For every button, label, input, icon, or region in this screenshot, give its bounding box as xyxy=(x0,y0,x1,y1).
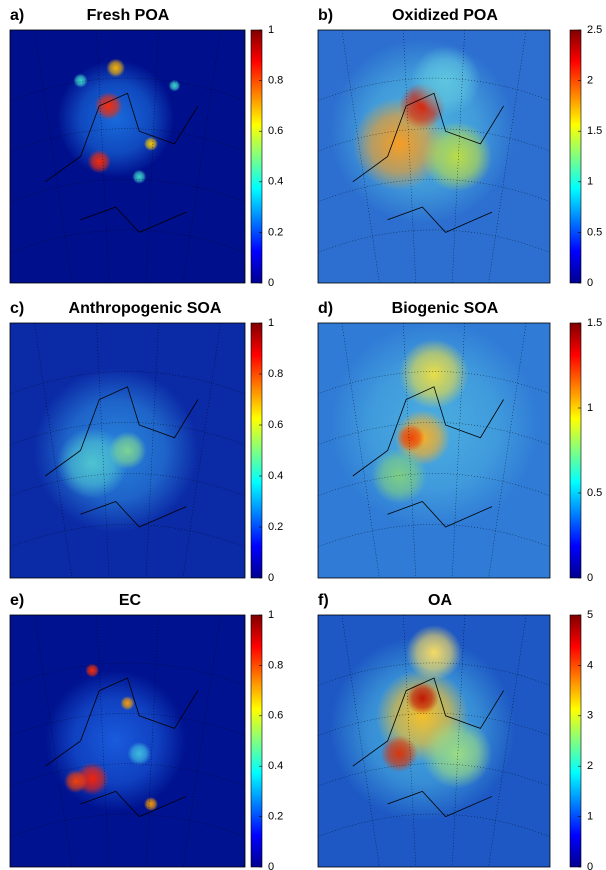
map xyxy=(318,321,550,578)
colorbar-tick-label: 4 xyxy=(587,659,593,671)
colorbar-tick-label: 0.8 xyxy=(268,659,283,671)
concentration-field xyxy=(411,46,481,116)
panel-title: OA xyxy=(428,592,452,609)
concentration-field xyxy=(422,719,492,789)
panel-label: f) xyxy=(318,592,329,609)
colorbar-tick-label: 2.5 xyxy=(587,24,602,36)
colorbar-tick-label: 0.4 xyxy=(268,176,283,188)
concentration-field xyxy=(381,735,418,772)
panel-title: Fresh POA xyxy=(87,7,170,24)
concentration-field xyxy=(128,742,152,766)
colorbar xyxy=(570,615,581,867)
panel-label: a) xyxy=(10,7,24,24)
concentration-field xyxy=(397,424,425,452)
concentration-field xyxy=(406,682,438,714)
colorbar-tick-label: 0.5 xyxy=(587,226,602,238)
panel-title: Oxidized POA xyxy=(392,7,498,24)
map xyxy=(318,30,550,283)
concentration-field xyxy=(106,59,125,78)
concentration-field xyxy=(406,625,462,681)
colorbar-tick-label: 1 xyxy=(587,402,593,414)
colorbar-tick-label: 0.2 xyxy=(268,226,283,238)
concentration-field xyxy=(85,663,99,677)
figure: a) Fresh POA 0 0.2 0.4 0.6 0.8 1 b) Oxidized POA 0… xyxy=(0,0,606,870)
concentration-field xyxy=(120,696,134,710)
concentration-field xyxy=(144,137,158,151)
colorbar-tick-label: 0.6 xyxy=(268,710,283,722)
panel-label: c) xyxy=(10,300,24,317)
colorbar-tick-label: 1.5 xyxy=(587,125,602,137)
panel-title: Anthropogenic SOA xyxy=(69,300,222,317)
colorbar-tick-label: 0.4 xyxy=(268,470,283,482)
panel-title: Biogenic SOA xyxy=(392,300,499,317)
colorbar xyxy=(251,30,262,283)
map xyxy=(10,323,245,578)
concentration-field xyxy=(45,671,186,812)
colorbar-tick-label: 1 xyxy=(268,24,274,36)
colorbar-tick-label: 0 xyxy=(268,861,274,870)
colorbar-tick-label: 2 xyxy=(587,760,593,772)
colorbar xyxy=(251,615,262,867)
concentration-field xyxy=(109,432,147,470)
concentration-field xyxy=(144,797,158,811)
panel-label: d) xyxy=(318,300,333,317)
colorbar-tick-label: 0 xyxy=(268,277,274,289)
colorbar-tick-label: 0 xyxy=(587,861,593,870)
colorbar-tick-label: 1 xyxy=(268,317,274,329)
colorbar-tick-label: 0 xyxy=(587,572,593,584)
colorbar-tick-label: 0.5 xyxy=(587,487,602,499)
colorbar-tick-label: 0.4 xyxy=(268,760,283,772)
map xyxy=(318,615,550,867)
colorbar xyxy=(251,323,262,578)
concentration-field xyxy=(422,122,492,192)
concentration-field xyxy=(73,74,87,88)
colorbar-tick-label: 0.8 xyxy=(268,75,283,87)
concentration-field xyxy=(88,150,112,174)
colorbar-tick-label: 5 xyxy=(587,609,593,621)
colorbar-tick-label: 1.5 xyxy=(587,317,602,329)
concentration-field xyxy=(95,92,123,120)
concentration-field xyxy=(132,170,146,184)
colorbar-tick-label: 0.2 xyxy=(268,811,283,823)
colorbar-tick-label: 0.8 xyxy=(268,368,283,380)
colorbar-tick-label: 3 xyxy=(587,710,593,722)
colorbar-tick-label: 0 xyxy=(587,277,593,289)
concentration-field xyxy=(399,339,469,409)
panel-label: b) xyxy=(318,7,333,24)
colorbar-tick-label: 0 xyxy=(268,572,274,584)
map xyxy=(10,30,245,283)
concentration-field xyxy=(169,80,181,92)
colorbar-tick-label: 0.6 xyxy=(268,419,283,431)
colorbar-tick-label: 1 xyxy=(268,609,274,621)
panel-title: EC xyxy=(119,592,142,609)
colorbar-tick-label: 0.6 xyxy=(268,125,283,137)
colorbar-tick-label: 2 xyxy=(587,75,593,87)
colorbar-tick-label: 1 xyxy=(587,811,593,823)
concentration-field xyxy=(64,770,88,794)
panel-label: e) xyxy=(10,592,24,609)
colorbar-tick-label: 1 xyxy=(587,176,593,188)
map xyxy=(10,615,245,867)
colorbar xyxy=(570,323,581,578)
colorbar-tick-label: 0.2 xyxy=(268,521,283,533)
colorbar xyxy=(570,30,581,283)
